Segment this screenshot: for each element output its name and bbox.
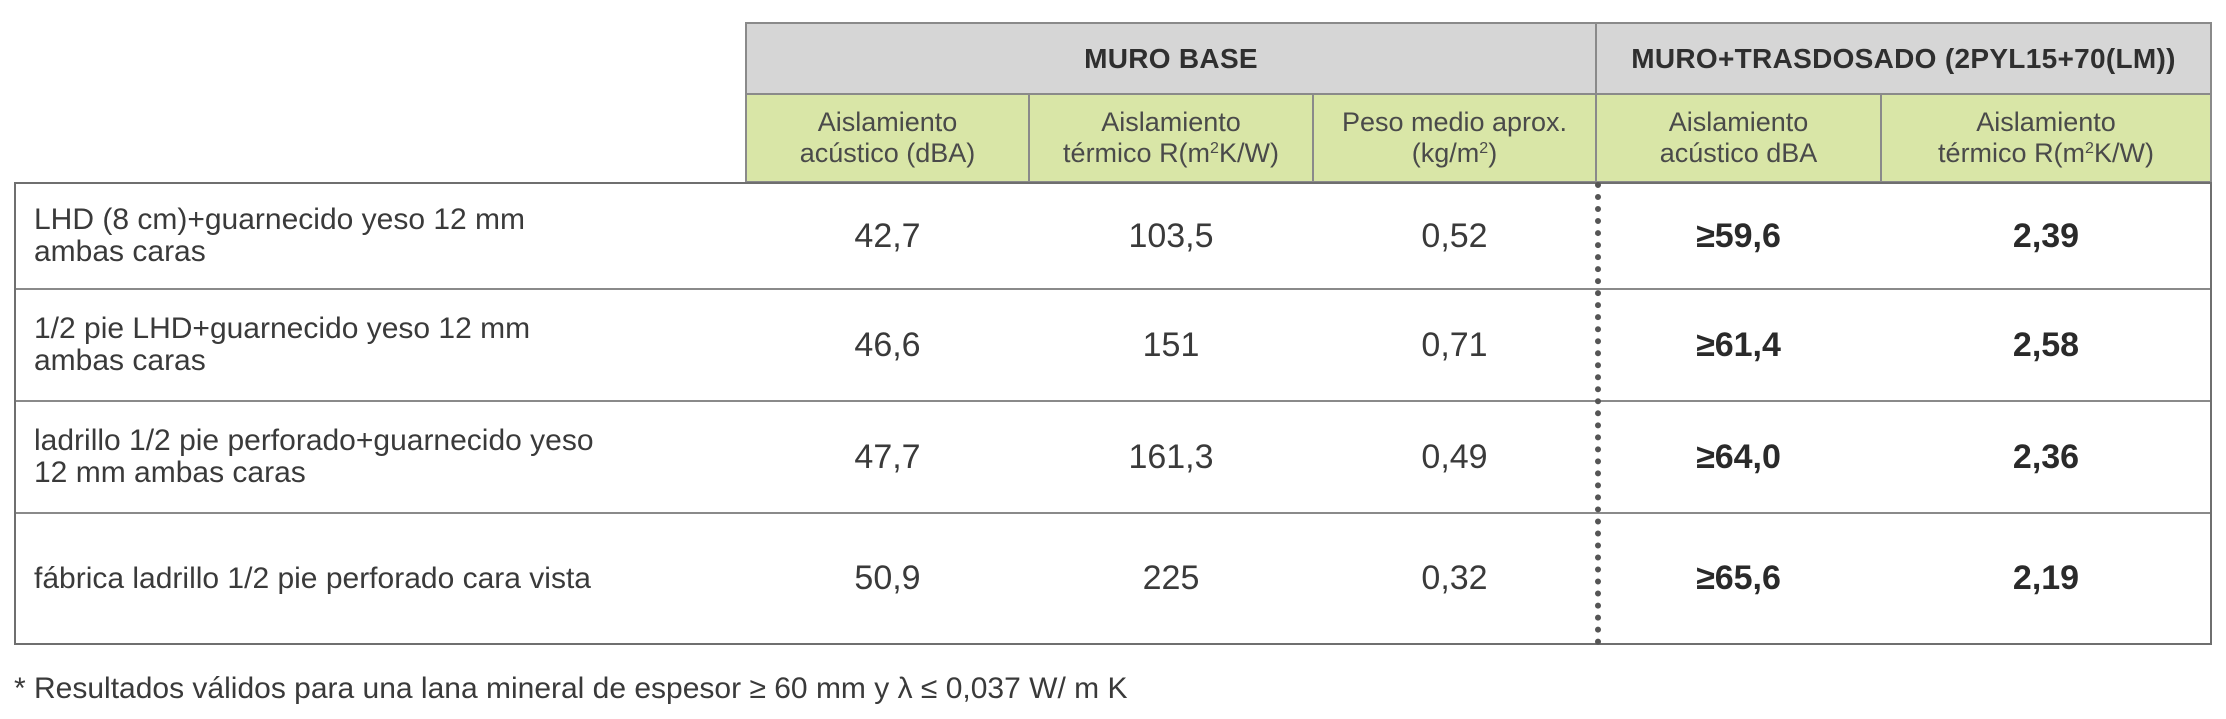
row-label-line: ambas caras <box>34 235 206 268</box>
cell-tras-acustico: ≥61,4 <box>1696 325 1781 364</box>
cell-acustico: 47,7 <box>854 437 921 476</box>
row-label: 1/2 pie LHD+guarnecido yeso 12 mm ambas c… <box>34 290 754 400</box>
cell-tras-acustico: ≥64,0 <box>1696 437 1781 476</box>
unit-text: K/W) <box>1218 138 1279 168</box>
cell-termico: 103,5 <box>1128 216 1214 255</box>
table-row: LHD (8 cm)+guarnecido yeso 12 mm ambas ca… <box>16 184 2210 290</box>
footnote: * Resultados válidos para una lana miner… <box>14 672 1128 705</box>
row-label-line: 12 mm ambas caras <box>34 456 306 489</box>
cell-peso: 0,32 <box>1421 559 1488 597</box>
unit-superscript: 2 <box>1210 140 1219 157</box>
column-header-peso-medio: Peso medio aprox. (kg/m2) <box>1312 95 1597 183</box>
column-header-line: térmico R(m2K/W) <box>1063 138 1279 169</box>
column-header-line: Aislamiento <box>1668 107 1809 137</box>
unit-text: ) <box>1488 138 1498 168</box>
row-label-line: 1/2 pie LHD+guarnecido yeso 12 mm <box>34 312 531 345</box>
column-header-line: Aislamiento <box>1101 107 1241 137</box>
cell-termico: 151 <box>1142 325 1200 364</box>
table-row: ladrillo 1/2 pie perforado+guarnecido ye… <box>16 402 2210 514</box>
row-label: LHD (8 cm)+guarnecido yeso 12 mm ambas ca… <box>34 184 754 288</box>
cell-peso: 0,49 <box>1421 437 1488 476</box>
column-header-aislamiento-acustico: Aislamiento acústico (dBA) <box>745 95 1030 183</box>
column-header-line: Aislamiento <box>817 107 958 137</box>
cell-tras-acustico: ≥65,6 <box>1696 559 1781 597</box>
unit-superscript: 2 <box>1479 140 1489 157</box>
table-row: fábrica ladrillo 1/2 pie perforado cara … <box>16 514 2210 643</box>
row-label: fábrica ladrillo 1/2 pie perforado cara … <box>34 514 754 643</box>
column-header-line: acústico (dBA) <box>799 138 976 168</box>
row-label-line: fábrica ladrillo 1/2 pie perforado cara … <box>34 561 591 595</box>
cell-tras-acustico: ≥59,6 <box>1696 216 1781 255</box>
cell-termico: 225 <box>1142 559 1200 597</box>
column-header-line: Aislamiento <box>1976 107 2116 137</box>
row-label-line: ladrillo 1/2 pie perforado+guarnecido ye… <box>34 424 594 457</box>
unit-text: térmico R(m <box>1938 138 2086 168</box>
group-header-muro-base: MURO BASE <box>745 22 1597 95</box>
column-header-tras-acustico: Aislamiento acústico dBA <box>1595 95 1882 183</box>
cell-tras-termico: 2,19 <box>2012 559 2080 597</box>
data-table: LHD (8 cm)+guarnecido yeso 12 mm ambas ca… <box>14 182 2212 645</box>
cell-peso: 0,71 <box>1421 325 1488 364</box>
unit-text: K/W) <box>2093 138 2154 168</box>
unit-superscript: 2 <box>2085 140 2094 157</box>
row-label-line: ambas caras <box>34 344 206 377</box>
cell-peso: 0,52 <box>1421 216 1488 255</box>
column-header-line: térmico R(m2K/W) <box>1938 138 2154 169</box>
unit-text: térmico R(m <box>1063 138 1211 168</box>
dotted-divider <box>1595 182 1601 645</box>
column-header-aislamiento-termico: Aislamiento térmico R(m2K/W) <box>1028 95 1314 183</box>
cell-tras-termico: 2,39 <box>2012 216 2080 255</box>
column-header-line: acústico dBA <box>1659 138 1818 168</box>
row-label-line: LHD (8 cm)+guarnecido yeso 12 mm <box>34 203 526 236</box>
column-header-line: (kg/m2) <box>1342 138 1567 169</box>
table-row: 1/2 pie LHD+guarnecido yeso 12 mm ambas c… <box>16 290 2210 402</box>
cell-acustico: 46,6 <box>854 325 921 364</box>
cell-acustico: 42,7 <box>854 216 921 255</box>
unit-text: (kg/m <box>1411 138 1480 168</box>
cell-acustico: 50,9 <box>854 559 921 597</box>
cell-termico: 161,3 <box>1128 437 1214 476</box>
column-header-line: Peso medio aprox. <box>1341 107 1568 137</box>
column-header-tras-termico: Aislamiento térmico R(m2K/W) <box>1880 95 2212 183</box>
row-label: ladrillo 1/2 pie perforado+guarnecido ye… <box>34 402 754 512</box>
group-header-muro-trasdosado: MURO+TRASDOSADO (2PYL15+70(LM)) <box>1595 22 2212 95</box>
cell-tras-termico: 2,58 <box>2012 325 2080 364</box>
cell-tras-termico: 2,36 <box>2012 437 2080 476</box>
